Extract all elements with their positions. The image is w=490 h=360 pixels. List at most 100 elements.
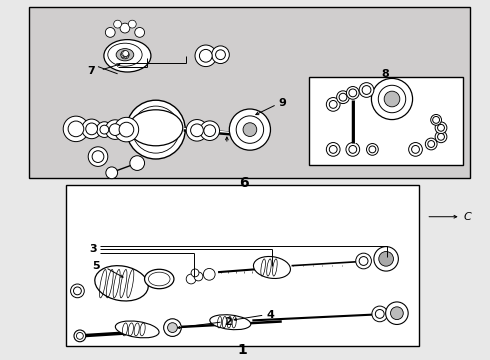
Text: C: C — [463, 212, 471, 222]
Ellipse shape — [326, 98, 340, 111]
Ellipse shape — [359, 257, 368, 265]
Ellipse shape — [391, 307, 403, 320]
Ellipse shape — [203, 269, 215, 280]
Ellipse shape — [409, 143, 422, 156]
Ellipse shape — [371, 78, 413, 120]
Ellipse shape — [164, 319, 181, 336]
Ellipse shape — [71, 284, 84, 298]
Ellipse shape — [431, 114, 441, 125]
Ellipse shape — [129, 110, 183, 146]
Ellipse shape — [329, 145, 337, 153]
Ellipse shape — [145, 269, 174, 289]
Ellipse shape — [130, 156, 145, 170]
Ellipse shape — [362, 86, 371, 94]
Ellipse shape — [329, 100, 337, 108]
Ellipse shape — [435, 122, 447, 134]
Text: 2: 2 — [224, 317, 232, 327]
Ellipse shape — [116, 49, 134, 61]
Text: 6: 6 — [239, 176, 248, 190]
Ellipse shape — [191, 124, 203, 137]
Ellipse shape — [199, 49, 212, 62]
Bar — [66, 185, 419, 346]
Ellipse shape — [210, 315, 251, 330]
Text: 5: 5 — [92, 261, 99, 271]
Ellipse shape — [86, 123, 98, 135]
Ellipse shape — [92, 151, 104, 162]
Ellipse shape — [76, 332, 83, 339]
Ellipse shape — [95, 266, 148, 301]
Ellipse shape — [356, 253, 371, 269]
Ellipse shape — [186, 274, 196, 284]
Bar — [29, 7, 470, 178]
Ellipse shape — [123, 52, 129, 58]
Ellipse shape — [104, 40, 151, 72]
Ellipse shape — [435, 131, 447, 143]
Ellipse shape — [349, 89, 357, 97]
Ellipse shape — [204, 125, 216, 136]
Ellipse shape — [108, 43, 142, 66]
Ellipse shape — [141, 115, 171, 144]
Ellipse shape — [216, 50, 225, 60]
Ellipse shape — [82, 119, 101, 139]
Ellipse shape — [63, 116, 89, 141]
Ellipse shape — [68, 121, 84, 137]
Ellipse shape — [433, 116, 440, 123]
Ellipse shape — [186, 120, 208, 141]
Ellipse shape — [369, 146, 376, 153]
Ellipse shape — [359, 83, 374, 97]
Text: 9: 9 — [278, 98, 286, 108]
Text: 4: 4 — [266, 310, 274, 320]
Ellipse shape — [375, 310, 384, 318]
Ellipse shape — [122, 51, 128, 57]
Ellipse shape — [105, 120, 125, 139]
Ellipse shape — [386, 302, 408, 324]
Ellipse shape — [122, 53, 128, 59]
Ellipse shape — [148, 272, 170, 286]
Ellipse shape — [74, 287, 81, 295]
Ellipse shape — [349, 145, 357, 153]
Ellipse shape — [97, 122, 112, 138]
Ellipse shape — [412, 145, 419, 153]
Ellipse shape — [194, 272, 203, 281]
Ellipse shape — [115, 321, 159, 338]
Ellipse shape — [339, 93, 347, 101]
Ellipse shape — [384, 91, 400, 107]
Ellipse shape — [128, 20, 136, 28]
Ellipse shape — [200, 121, 220, 140]
Text: 1: 1 — [238, 343, 247, 357]
Ellipse shape — [428, 140, 435, 148]
Ellipse shape — [122, 51, 127, 57]
Ellipse shape — [191, 269, 199, 277]
Ellipse shape — [438, 133, 444, 140]
Ellipse shape — [346, 86, 359, 99]
Ellipse shape — [119, 122, 134, 137]
Ellipse shape — [114, 20, 122, 28]
Ellipse shape — [114, 117, 139, 142]
Ellipse shape — [126, 100, 185, 159]
Ellipse shape — [374, 247, 398, 271]
Ellipse shape — [105, 27, 115, 37]
Ellipse shape — [212, 46, 229, 63]
Ellipse shape — [236, 116, 264, 143]
Text: 8: 8 — [382, 69, 390, 79]
Ellipse shape — [121, 52, 126, 58]
Ellipse shape — [109, 124, 121, 135]
Ellipse shape — [120, 23, 130, 33]
Ellipse shape — [122, 53, 127, 59]
Ellipse shape — [372, 306, 388, 322]
Ellipse shape — [378, 85, 406, 113]
Text: 3: 3 — [89, 244, 97, 255]
Ellipse shape — [74, 330, 86, 342]
Text: 7: 7 — [87, 66, 95, 76]
Ellipse shape — [367, 144, 378, 155]
Ellipse shape — [135, 27, 145, 37]
Ellipse shape — [88, 147, 108, 166]
Ellipse shape — [100, 125, 109, 134]
Ellipse shape — [379, 252, 393, 266]
Ellipse shape — [132, 106, 179, 153]
Ellipse shape — [168, 323, 177, 333]
Ellipse shape — [346, 143, 360, 156]
Ellipse shape — [229, 109, 270, 150]
Bar — [309, 77, 463, 165]
Ellipse shape — [195, 45, 217, 67]
